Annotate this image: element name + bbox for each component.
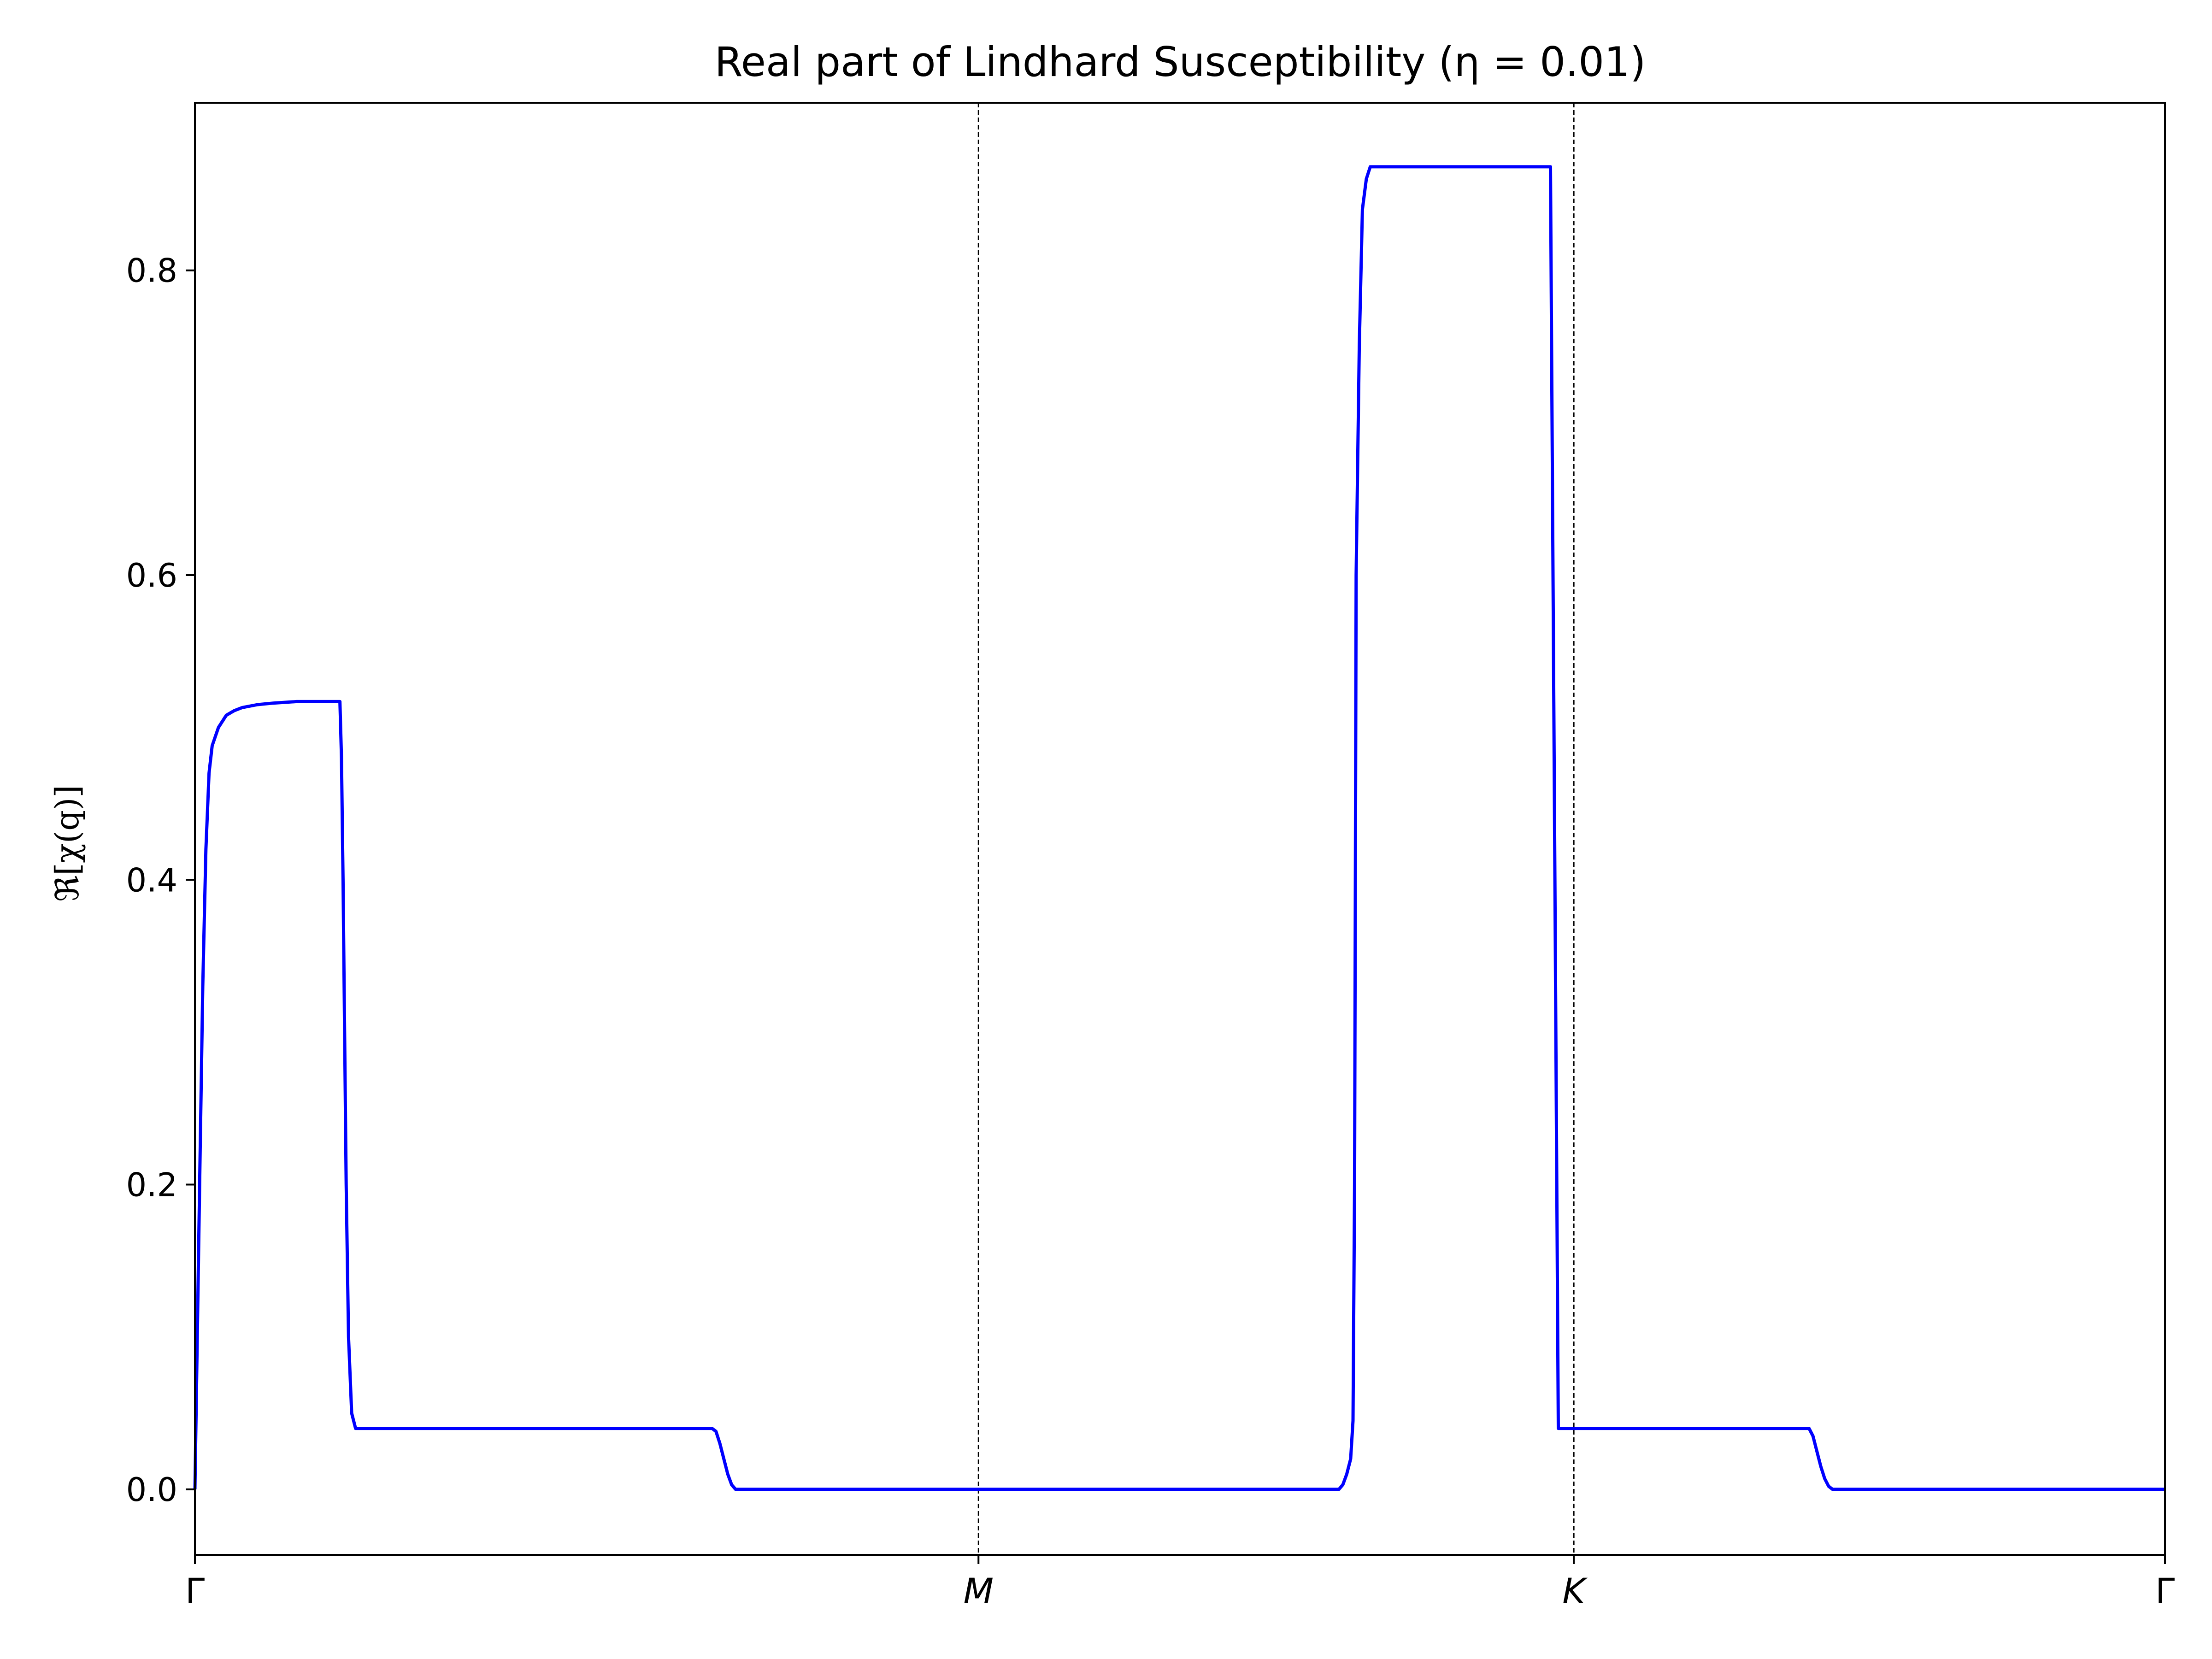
chart-title: Real part of Lindhard Susceptibility (η …: [715, 38, 1646, 86]
plot-lines: [193, 165, 2165, 1491]
x-tick-label: Γ: [185, 1571, 205, 1612]
x-tick-label: M: [963, 1571, 994, 1612]
y-axis-label: ℜ[χ(q)]: [48, 785, 86, 901]
y-tick-label: 0.6: [126, 557, 177, 594]
series-line-1: [193, 165, 2165, 1491]
y-tick-label: 0.0: [126, 1471, 177, 1509]
plot-frame: [194, 102, 2166, 1556]
y-axis-ticks: 0.0 0.2 0.4 0.6 0.8: [126, 252, 195, 1509]
x-tick-label: K: [1562, 1571, 1588, 1612]
y-tick-label: 0.8: [126, 252, 177, 290]
y-tick-label: 0.2: [126, 1166, 177, 1204]
reference-lines: [977, 103, 1575, 1555]
x-tick-label: Γ: [2155, 1571, 2175, 1612]
y-tick-label: 0.4: [126, 861, 177, 899]
